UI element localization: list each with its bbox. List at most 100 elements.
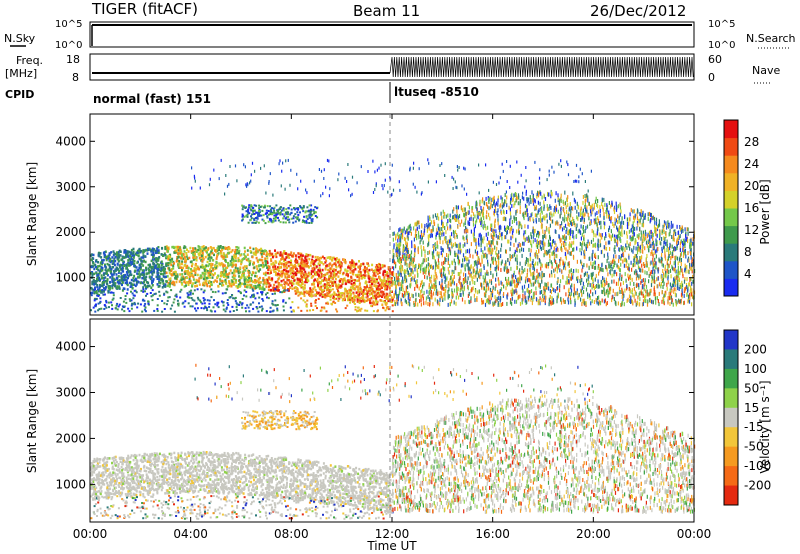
range-cell [104, 276, 107, 279]
range-cell [509, 300, 512, 305]
range-cell [230, 250, 233, 254]
range-cell [532, 276, 534, 280]
range-cell [294, 213, 297, 216]
range-cell [674, 276, 676, 281]
range-cell [282, 300, 285, 303]
range-cell [414, 267, 416, 272]
range-cell [504, 193, 506, 197]
range-cell [691, 294, 694, 299]
range-cell [317, 291, 320, 295]
range-cell [418, 225, 420, 230]
nave-label: Nave [752, 64, 780, 77]
range-cell [590, 239, 593, 244]
range-cell [184, 272, 187, 275]
range-cell [343, 277, 346, 280]
range-cell [203, 281, 206, 284]
range-cell [386, 282, 389, 286]
range-cell [250, 217, 253, 220]
range-cell [255, 217, 258, 219]
range-cell [656, 277, 658, 282]
range-cell [422, 267, 424, 272]
range-cell [188, 280, 191, 283]
range-cell [205, 306, 207, 309]
range-cell [143, 280, 146, 284]
range-cell [611, 298, 613, 303]
range-cell [125, 271, 128, 274]
range-cell [326, 285, 329, 288]
range-cell [177, 256, 180, 259]
range-cell [143, 273, 145, 276]
range-cell [301, 271, 304, 275]
range-cell [306, 277, 309, 281]
range-cell [353, 283, 356, 287]
nsearch-tick-top: 10^5 [708, 19, 735, 30]
range-cell [573, 292, 575, 297]
range-cell [475, 238, 477, 243]
station-title: TIGER (fitACF) [91, 0, 198, 18]
range-cell [151, 273, 154, 276]
range-cell [523, 230, 525, 235]
range-cell [181, 255, 184, 258]
range-cell [385, 292, 388, 295]
range-cell [300, 297, 303, 300]
range-cell [194, 271, 197, 275]
range-cell [184, 258, 187, 262]
range-cell [289, 204, 292, 207]
range-cell [651, 249, 653, 254]
range-cell [232, 283, 235, 286]
range-cell [274, 280, 277, 284]
range-cell [112, 277, 115, 281]
range-cell [404, 277, 406, 281]
range-cell [296, 267, 299, 271]
range-cell [325, 259, 328, 262]
range-cell [624, 272, 626, 277]
range-cell [336, 310, 339, 313]
range-cell [237, 270, 240, 273]
range-cell [180, 276, 183, 279]
range-cell [476, 218, 478, 223]
range-cell [114, 307, 117, 310]
range-cell [363, 299, 366, 302]
range-cell [533, 263, 535, 268]
range-cell [368, 287, 371, 291]
range-cell [684, 243, 686, 248]
range-cell [629, 281, 631, 286]
range-cell [181, 273, 184, 276]
range-cell [505, 249, 507, 254]
range-cell [584, 212, 586, 217]
range-cell [289, 281, 292, 284]
range-cell [645, 240, 648, 245]
range-cell [221, 281, 224, 284]
range-cell [463, 236, 465, 241]
range-cell [358, 282, 361, 285]
range-cell [386, 296, 389, 298]
range-cell [569, 251, 571, 256]
range-cell [108, 263, 111, 267]
range-cell [151, 284, 154, 287]
range-cell [382, 293, 385, 296]
range-cell [208, 305, 211, 308]
range-cell [358, 260, 360, 263]
range-cell [289, 272, 292, 275]
range-cell [402, 288, 404, 293]
range-cell [499, 233, 501, 238]
range-cell [461, 282, 463, 287]
range-cell [388, 277, 391, 280]
range-cell [495, 283, 497, 288]
range-cell [534, 279, 536, 284]
range-cell [326, 301, 329, 304]
range-cell [573, 287, 575, 292]
range-cell [645, 232, 647, 237]
range-cell [639, 218, 641, 223]
range-cell [254, 253, 257, 256]
range-cell [581, 246, 583, 251]
range-cell [181, 283, 184, 286]
range-cell [324, 267, 327, 270]
range-cell [263, 204, 266, 207]
range-cell [177, 252, 180, 255]
range-cell [184, 281, 187, 284]
range-cell [340, 264, 343, 268]
range-cell [266, 205, 269, 208]
range-cell [130, 290, 132, 293]
range-cell [287, 216, 290, 218]
